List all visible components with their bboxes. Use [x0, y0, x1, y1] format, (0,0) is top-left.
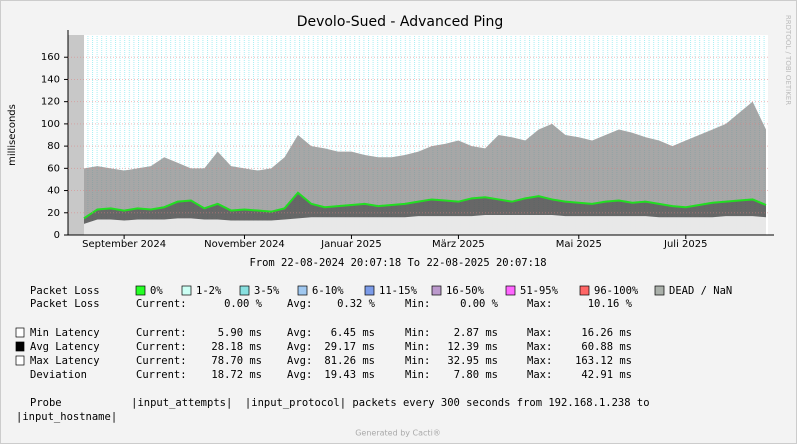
stat-cell: Max:: [527, 341, 552, 353]
x-tick-label: März 2025: [432, 239, 485, 250]
stat-cell: Avg:: [287, 298, 312, 310]
stat-cell: 19.43 ms: [324, 369, 375, 381]
y-tick-label: 140: [41, 74, 60, 85]
x-tick-label: Juli 2025: [663, 239, 707, 250]
stat-cell: Current:: [136, 369, 187, 381]
stat-cell: 7.80 ms: [454, 369, 498, 381]
stat-swatch: [15, 355, 25, 366]
legend-label: DEAD / NaN: [669, 285, 732, 297]
stat-cell: Max:: [527, 355, 552, 367]
stat-cell: 42.91 ms: [581, 369, 632, 381]
legend-label: 3-5%: [254, 285, 280, 297]
legend-swatch: [364, 285, 375, 296]
stat-cell: 2.87 ms: [454, 327, 498, 339]
stat-cell: 0.32 %: [337, 298, 376, 310]
stat-cell: 60.88 ms: [581, 341, 632, 353]
stat-cell: 29.17 ms: [324, 341, 375, 353]
y-axis-label: milliseconds: [7, 104, 18, 166]
stat-swatch: [15, 341, 25, 352]
y-tick-label: 40: [47, 186, 60, 197]
x-tick-label: November 2024: [204, 239, 285, 250]
legend-swatch: [239, 285, 250, 296]
stat-cell: Avg:: [287, 355, 312, 367]
smoke-min: [84, 215, 766, 235]
unknown-region: [68, 35, 84, 235]
date-range: From 22-08-2024 20:07:18 To 22-08-2025 2…: [249, 257, 546, 269]
legend-label: Packet Loss: [30, 285, 100, 297]
legend-swatch: [297, 285, 308, 296]
stat-label: Max Latency: [30, 355, 100, 367]
probe-line: |input_hostname|: [16, 411, 117, 423]
legend-swatch: [135, 285, 146, 296]
side-label: RRDTOOL / TOBI OETIKER: [784, 15, 792, 105]
legend-swatch: [431, 285, 442, 296]
probe-line: Probe |input_attempts| |input_protocol| …: [30, 397, 650, 409]
stat-cell: Avg:: [287, 369, 312, 381]
stat-cell: 6.45 ms: [331, 327, 375, 339]
stat-cell: Current:: [136, 341, 187, 353]
stat-cell: Max:: [527, 298, 552, 310]
stat-cell: Min:: [405, 298, 430, 310]
stat-cell: Current:: [136, 327, 187, 339]
stat-cell: 0.00 %: [224, 298, 263, 310]
legend-swatch: [579, 285, 590, 296]
stat-cell: 78.70 ms: [211, 355, 262, 367]
stat-cell: Avg:: [287, 327, 312, 339]
stat-cell: 0.00 %: [460, 298, 499, 310]
stat-cell: 81.26 ms: [324, 355, 375, 367]
stat-cell: Avg:: [287, 341, 312, 353]
legend-label: 6-10%: [312, 285, 344, 297]
stat-cell: 16.26 ms: [581, 327, 632, 339]
stat-label: Packet Loss: [30, 298, 100, 310]
x-tick-label: Januar 2025: [320, 239, 382, 250]
y-tick-label: 80: [47, 141, 60, 152]
stat-cell: Min:: [405, 369, 430, 381]
stat-cell: 28.18 ms: [211, 341, 262, 353]
stat-cell: Max:: [527, 369, 552, 381]
legend-label: 96-100%: [594, 285, 639, 297]
stat-cell: Min:: [405, 327, 430, 339]
legend-swatch: [505, 285, 516, 296]
legend-label: 51-95%: [520, 285, 559, 297]
y-tick-label: 0: [54, 230, 60, 241]
x-tick-label: September 2024: [82, 239, 166, 250]
stat-cell: Current:: [136, 298, 187, 310]
stat-cell: Max:: [527, 327, 552, 339]
y-tick-label: 20: [47, 208, 60, 219]
footer: Generated by Cacti®: [355, 429, 441, 438]
legend-label: 11-15%: [379, 285, 418, 297]
legend-label: 1-2%: [196, 285, 222, 297]
legend-label: 0%: [150, 285, 163, 297]
y-tick-label: 100: [41, 119, 60, 130]
avg-line: [83, 191, 767, 220]
stat-label: Deviation: [30, 369, 87, 381]
x-tick-label: Mai 2025: [556, 239, 602, 250]
stat-cell: 163.12 ms: [575, 355, 632, 367]
stat-cell: Current:: [136, 355, 187, 367]
stat-cell: 32.95 ms: [447, 355, 498, 367]
stat-label: Min Latency: [30, 327, 100, 339]
stat-cell: 18.72 ms: [211, 369, 262, 381]
stat-label: Avg Latency: [30, 341, 100, 353]
stat-cell: 12.39 ms: [447, 341, 498, 353]
y-tick-label: 120: [41, 97, 60, 108]
stat-cell: Min:: [405, 341, 430, 353]
y-tick-label: 60: [47, 163, 60, 174]
legend-swatch: [181, 285, 192, 296]
stat-cell: 10.16 %: [588, 298, 633, 310]
legend-swatch: [654, 285, 665, 296]
legend-label: 16-50%: [446, 285, 485, 297]
y-tick-label: 160: [41, 52, 60, 63]
stat-cell: Min:: [405, 355, 430, 367]
stat-cell: 5.90 ms: [218, 327, 262, 339]
chart-title: Devolo-Sued - Advanced Ping: [297, 14, 504, 30]
stat-swatch: [15, 327, 25, 338]
